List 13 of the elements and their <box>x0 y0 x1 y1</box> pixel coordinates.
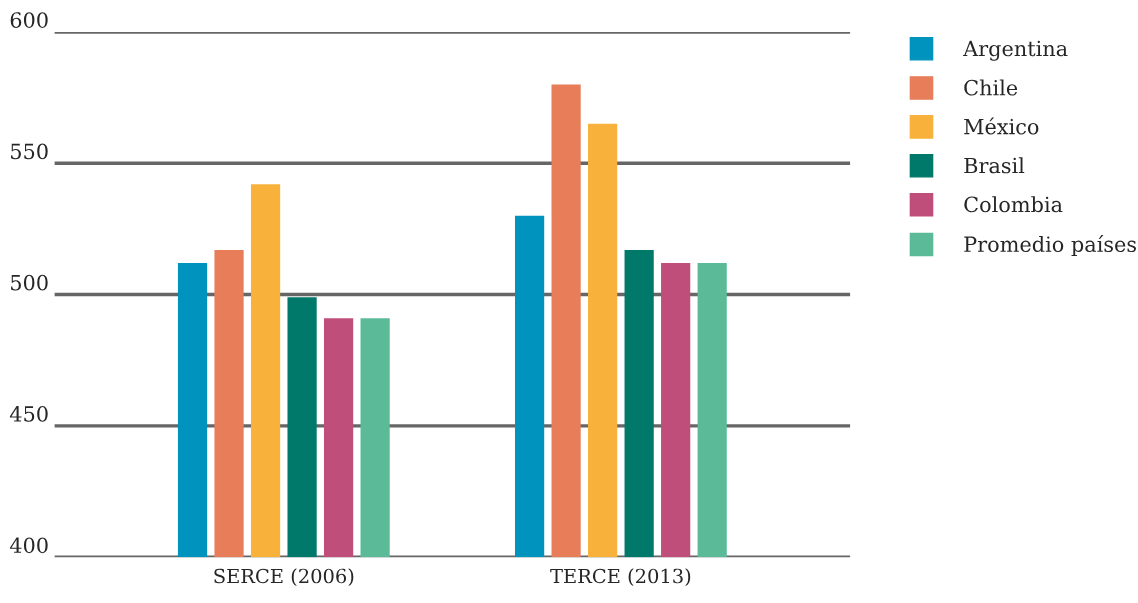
legend-label: Argentina <box>963 40 1068 61</box>
y-tick-label: 500 <box>11 274 48 291</box>
legend-label: Promedio países <box>964 235 1136 257</box>
y-tick-label: 400 <box>9 537 48 554</box>
y-tick-label: 550 <box>11 143 48 160</box>
y-tick-label: 600 <box>10 12 48 28</box>
legend-label: Brasil <box>964 157 1025 174</box>
y-tick-label: 450 <box>9 406 48 422</box>
legend-label: Chile <box>964 79 1018 96</box>
x-tick-label: TERCE (2013) <box>550 568 691 587</box>
legend-label: México <box>964 117 1039 135</box>
legend-label: Colombia <box>964 196 1063 213</box>
x-tick-label: SERCE (2006) <box>214 568 354 587</box>
